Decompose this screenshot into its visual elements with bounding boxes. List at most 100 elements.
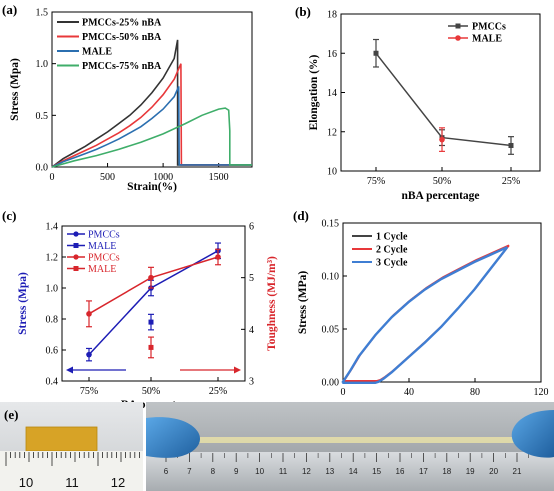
panel-d-frame [342,222,542,383]
panel-a-legend-label: PMCCs-25% nBA [82,18,162,29]
panel-c-series-3-point [148,344,154,350]
sample-strip [25,426,98,452]
panel-c-ytick-label: 1.0 [46,284,59,295]
panel-d-xtick-label: 40 [404,387,414,398]
panel-c-right-ytick-label: 4 [249,325,254,336]
panel-d-cycle-3-unloading [342,246,509,384]
panel-a-ytick-label: 1.5 [36,8,49,19]
panel-b-xtick-label: 50% [433,176,451,187]
panel-c-series-1-point [148,319,154,325]
stretched-strip [170,437,525,443]
panel-b-ytick-label: 12 [327,127,337,138]
ruler-left-number: 11 [65,475,79,490]
panel-d-legend-label: 1 Cycle [376,232,408,243]
panel-d-ytick-label: 0.10 [322,272,340,283]
ruler-right-number: 16 [396,467,405,476]
panel-b-ylabel: Elongation (%) [308,54,320,130]
ruler-right-number: 17 [419,467,428,476]
ruler-left-ticks: 10 11 12 [5,452,140,490]
panel-c-y2label: Toughness (MJ/m³) [266,256,278,351]
panel-b-ytick-label: 16 [327,49,337,60]
ruler-right-number: 19 [466,467,475,476]
panel-c-label: (c) [2,208,16,223]
panel-a-legend-label: PMCCs-75% nBA [82,61,162,72]
panel-c-legend-marker [73,243,79,248]
panel-b-legend-label: MALE [472,34,502,45]
panel-a-series-line-3 [51,107,252,168]
ruler-right-number: 13 [325,467,334,476]
panel-b-legend-marker [455,35,461,41]
panel-c-series-2-point [86,311,92,317]
panel-b-elongation: 75% 50% 25% 10 12 14 16 18 nBA percentage Elongat… [295,4,541,202]
panel-b-ytick-label: 10 [327,167,337,178]
panel-d-cycle-2-unloading [344,244,510,382]
panel-a-legend-label: MALE [82,47,112,58]
panel-c-left-arrowhead [66,366,73,374]
ruler-right-number: 18 [442,467,451,476]
ruler-right-number: 20 [489,467,498,476]
panel-a-ytick-label: 0.5 [36,111,49,122]
panel-c-right-arrowhead [234,366,241,374]
panel-d-xtick-label: 0 [341,387,346,398]
panel-d-ytick-label: 0.15 [322,219,340,230]
panel-c-xtick-label: 75% [80,386,98,397]
ruler-left-number: 10 [19,475,33,490]
steel-ruler [146,452,554,491]
panel-e-photo: 10 11 12 6 7 8 9 10 11 12 13 14 15 16 17 18 19 20 21 (e) [0,402,554,491]
panel-c-legend-marker [73,254,79,260]
panel-a-frame [51,11,253,168]
ruler-right-number: 11 [279,467,288,476]
panel-a-series-line-2 [51,86,252,168]
panel-a-stress-strain: 0 500 1000 1500 0.0 0.5 1.0 1.5 Strain(%) Stress … [2,2,253,193]
panel-d-ylabel: Stress (MPa) [297,271,309,335]
panel-b-xtick-label: 25% [502,176,520,187]
panel-c-legend-label: PMCCs [88,230,120,241]
ruler-right-number: 9 [234,467,239,476]
panel-c-ytick-label: 1.2 [46,253,59,264]
panel-a-ylabel: Stress (Mpa) [9,58,21,121]
panel-a-xtick-label: 500 [100,172,115,183]
panel-d-cycle-2-loading [343,244,510,382]
ruler-left [0,451,143,491]
panel-b-label: (b) [295,4,311,19]
ruler-right-number: 7 [187,467,192,476]
panel-c-series-2-point [215,254,221,260]
left-glove [146,417,201,458]
panel-c-ytick-label: 0.4 [46,377,59,388]
panel-d-xtick-label: 120 [534,387,549,398]
panel-a-xtick-label: 1500 [209,172,229,183]
panel-c-legend-label: PMCCs [88,253,120,264]
panel-c-right-ytick-label: 6 [249,222,254,233]
panel-b-xtick-label: 75% [367,176,385,187]
panel-d-legend-label: 2 Cycle [376,245,408,256]
panel-c-ytick-label: 0.6 [46,346,59,357]
panel-c-legend-marker [73,266,79,271]
panel-b-pmccs-point [508,142,514,148]
panel-a-ytick-label: 0.0 [36,163,49,174]
panel-c-right-ytick-label: 5 [249,273,254,284]
panel-c-series-0-point [86,351,92,358]
panel-d-ytick-label: 0.00 [322,378,340,389]
ruler-right-number: 6 [164,467,169,476]
panel-b-ytick-label: 14 [327,88,337,99]
panel-c-right-ytick-label: 3 [249,377,254,388]
panel-c-legend-label: MALE [88,264,116,275]
panel-b-pmccs-point [373,50,379,56]
ruler-left-number: 12 [111,475,125,490]
panel-c-stress-toughness: 75%50%25%0.40.60.81.01.21.43456nBA perce… [2,208,278,411]
panel-c-frame [61,225,246,382]
ruler-right-number: 10 [255,467,264,476]
panel-a-xtick-label: 0 [50,172,55,183]
panel-c-ylabel: Stress (Mpa) [17,272,29,335]
panel-e-label: (e) [4,407,18,422]
panel-a-label: (a) [2,2,17,17]
panel-d-label: (d) [293,208,309,223]
panel-a-legend-label: PMCCs-50% nBA [82,32,162,43]
panel-c-xtick-label: 25% [209,386,227,397]
panel-d-cycle-3-loading [341,246,508,384]
panel-b-ytick-label: 18 [327,10,337,21]
panel-b-legend-label: PMCCs [472,22,506,33]
ruler-right-number: 12 [302,467,311,476]
panel-a-series-line-1 [51,63,252,168]
